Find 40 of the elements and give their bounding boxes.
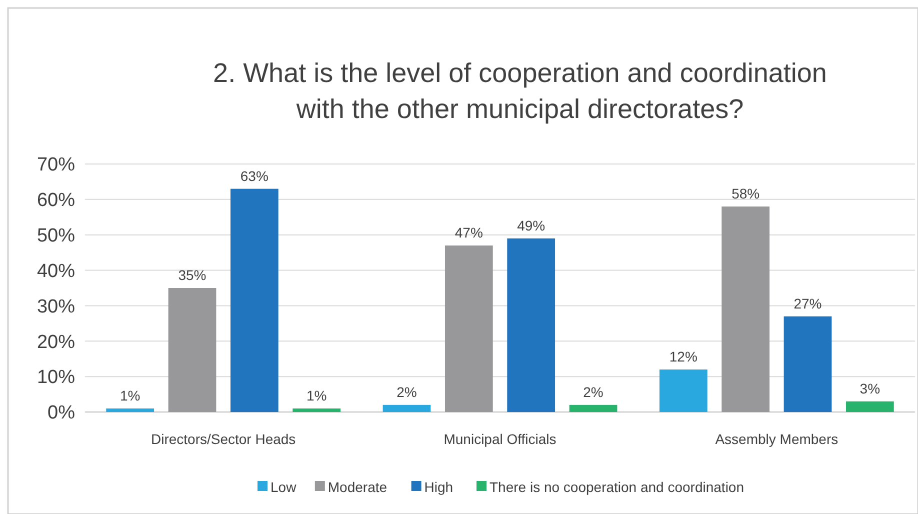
data-label: 49%: [517, 217, 546, 234]
bar: [569, 404, 618, 412]
data-label: 58%: [732, 186, 760, 202]
y-tick-label: 20%: [36, 332, 76, 353]
chart-title: 2. What is the level of cooperation and coordination with the other municipal directorates?: [213, 58, 827, 124]
legend-label: High: [424, 478, 454, 495]
data-label: 2%: [396, 384, 417, 400]
legend-label: There is no cooperation and coordination: [490, 478, 744, 495]
bar: [292, 408, 341, 412]
y-tick-label: 10%: [36, 367, 76, 388]
y-tick-label: 30%: [36, 296, 76, 318]
bar: [784, 316, 832, 412]
bar: [382, 404, 431, 412]
data-label: 2%: [583, 384, 604, 400]
bar: [106, 408, 154, 412]
data-label: 27%: [794, 295, 822, 312]
data-label: 63%: [240, 168, 268, 184]
bar: [507, 238, 556, 412]
data-label: 3%: [860, 380, 880, 396]
y-tick-label: 40%: [36, 260, 76, 282]
data-label: 47%: [454, 224, 483, 240]
bar: [230, 188, 278, 412]
data-label: 1%: [120, 387, 140, 404]
bar: [846, 401, 894, 412]
bar: [444, 245, 493, 412]
y-tick-label: 70%: [36, 154, 76, 176]
bar: [168, 288, 216, 412]
y-tick-label: 0%: [48, 402, 76, 424]
x-tick-label: Directors/Sector Heads: [150, 431, 296, 447]
data-label: 12%: [669, 348, 698, 364]
legend-label: Moderate: [328, 478, 388, 495]
data-label: 35%: [178, 267, 206, 283]
bar: [659, 369, 708, 412]
x-tick-label: Assembly Members: [715, 431, 838, 447]
legend-label: Low: [270, 478, 298, 495]
x-tick-label: Municipal Officials: [444, 431, 556, 447]
data-label: 1%: [306, 387, 327, 404]
y-tick-label: 60%: [36, 190, 76, 212]
bar: [722, 206, 770, 412]
y-tick-label: 50%: [36, 226, 76, 247]
